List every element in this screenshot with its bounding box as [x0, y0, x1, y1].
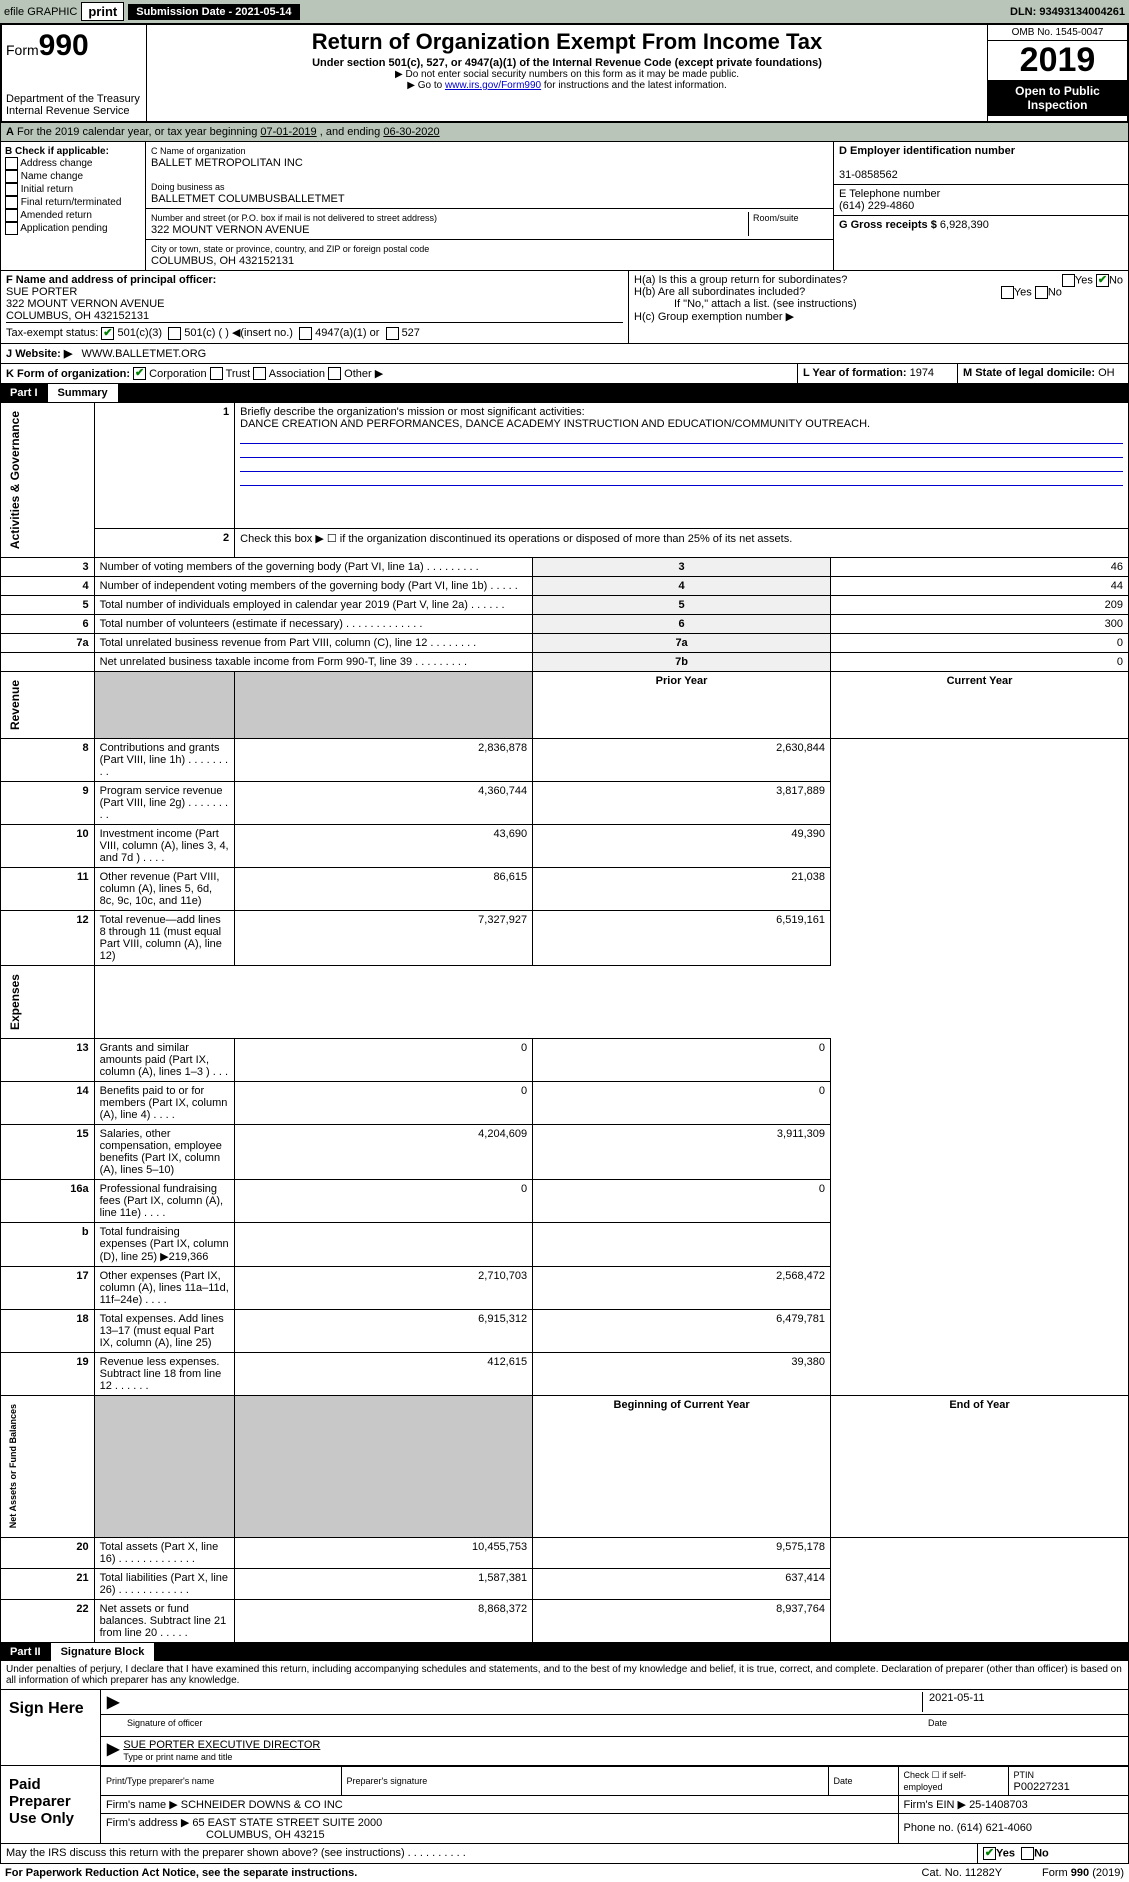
box-c: C Name of organizationBALLET METROPOLITA… [146, 142, 833, 270]
box-j: J Website: ▶ WWW.BALLETMET.ORG [0, 344, 1129, 364]
city-state-zip: COLUMBUS, OH 432152131 [151, 255, 294, 267]
website: WWW.BALLETMET.ORG [82, 348, 207, 360]
discuss-yes[interactable] [983, 1847, 996, 1860]
topbar: efile GRAPHIC print Submission Date - 20… [0, 0, 1129, 23]
mission: DANCE CREATION AND PERFORMANCES, DANCE A… [240, 418, 870, 430]
dba: BALLETMET COLUMBUSBALLETMET [151, 193, 345, 205]
line-a: A For the 2019 calendar year, or tax yea… [0, 123, 1129, 142]
gross-receipts: 6,928,390 [940, 219, 989, 231]
box-f: F Name and address of principal officer:… [6, 274, 623, 322]
box-b: B Check if applicable: Address change Na… [1, 142, 146, 270]
tax-year: 2019 [988, 41, 1127, 80]
footer: For Paperwork Reduction Act Notice, see … [0, 1864, 1129, 1882]
note-ssn: ▶ Do not enter social security numbers o… [151, 69, 983, 80]
k-other[interactable] [328, 367, 341, 380]
box-e: E Telephone number(614) 229-4860 [834, 185, 1128, 216]
checkbox-501c[interactable] [168, 327, 181, 340]
print-button[interactable]: print [81, 2, 124, 21]
discuss-row: May the IRS discuss this return with the… [0, 1844, 1129, 1864]
checkbox-501c3[interactable] [101, 327, 114, 340]
irs-link[interactable]: www.irs.gov/Form990 [445, 80, 541, 91]
form-number: Form990 [6, 29, 142, 63]
ha-no[interactable] [1096, 274, 1109, 287]
part1-header: Part ISummary [0, 384, 1129, 402]
open-public: Open to Public Inspection [988, 80, 1127, 116]
box-d: D Employer identification number31-08585… [834, 142, 1128, 185]
sig-declaration: Under penalties of perjury, I declare th… [0, 1661, 1129, 1690]
note-link: ▶ Go to www.irs.gov/Form990 for instruct… [151, 80, 983, 91]
vlabel-revenue: Revenue [6, 675, 24, 735]
street-address: 322 MOUNT VERNON AVENUE [151, 224, 310, 236]
vlabel-governance: Activities & Governance [6, 406, 24, 554]
ha-yes[interactable] [1062, 274, 1075, 287]
checkbox-4947[interactable] [299, 327, 312, 340]
form-header: Form990 Department of the TreasuryIntern… [0, 23, 1129, 123]
form-subtitle: Under section 501(c), 527, or 4947(a)(1)… [151, 57, 983, 69]
phone: (614) 229-4860 [839, 200, 914, 212]
box-h: H(a) Is this a group return for subordin… [628, 271, 1128, 343]
vlabel-netassets: Net Assets or Fund Balances [6, 1399, 20, 1533]
paid-preparer-block: Paid Preparer Use Only Print/Type prepar… [0, 1766, 1129, 1844]
vlabel-expenses: Expenses [6, 969, 24, 1035]
tax-status: Tax-exempt status: 501(c)(3) 501(c) ( ) … [6, 322, 623, 340]
k-trust[interactable] [210, 367, 223, 380]
form-title: Return of Organization Exempt From Incom… [151, 29, 983, 55]
box-g: G Gross receipts $ 6,928,390 [834, 216, 1128, 246]
part2-header: Part IISignature Block [0, 1643, 1129, 1661]
part1-table: Activities & Governance 1 Briefly descri… [0, 402, 1129, 1642]
k-assoc[interactable] [253, 367, 266, 380]
sign-here-block: Sign Here ▶2021-05-11 Signature of offic… [0, 1690, 1129, 1766]
box-klm: K Form of organization: Corporation Trus… [0, 364, 1129, 385]
omb-number: OMB No. 1545-0047 [988, 25, 1127, 41]
org-name: BALLET METROPOLITAN INC [151, 157, 303, 169]
ein: 31-0858562 [839, 169, 898, 181]
dept-label: Department of the TreasuryInternal Reven… [6, 93, 142, 117]
hb-no[interactable] [1035, 286, 1048, 299]
k-corp[interactable] [133, 367, 146, 380]
submission-date: Submission Date - 2021-05-14 [128, 4, 299, 20]
checkbox-527[interactable] [386, 327, 399, 340]
dln: DLN: 93493134004261 [1010, 6, 1125, 18]
section-fh: F Name and address of principal officer:… [0, 271, 1129, 344]
section-bcdefg: B Check if applicable: Address change Na… [0, 142, 1129, 271]
hb-yes[interactable] [1001, 286, 1014, 299]
discuss-no[interactable] [1021, 1847, 1034, 1860]
efile-label: efile GRAPHIC [4, 6, 77, 18]
